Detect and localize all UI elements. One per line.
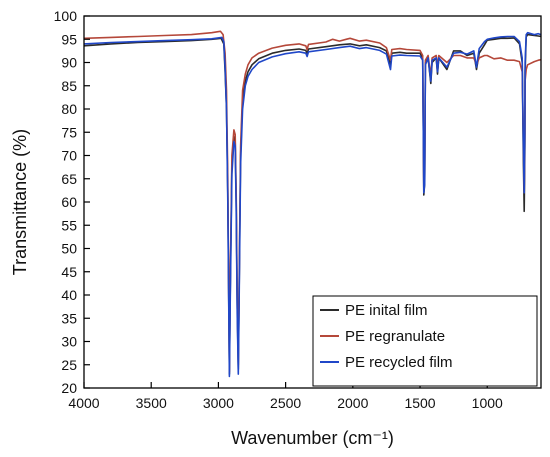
y-tick-label: 35 xyxy=(61,310,77,326)
legend-label: PE inital film xyxy=(345,302,428,319)
y-tick-label: 40 xyxy=(61,287,77,303)
x-tick-label: 3000 xyxy=(203,395,234,411)
axis-ticks: 4000 3500 3000 2500 2000 1500 1000 20 25 30 35 40 45… xyxy=(54,8,503,411)
y-tick-label: 100 xyxy=(54,8,78,24)
legend-label: PE recycled film xyxy=(345,354,453,371)
y-tick-label: 90 xyxy=(61,55,77,71)
x-tick-label: 2500 xyxy=(270,395,301,411)
y-tick-label: 45 xyxy=(61,264,77,280)
y-tick-label: 95 xyxy=(61,31,77,47)
y-tick-label: 25 xyxy=(61,357,77,373)
y-tick-label: 55 xyxy=(61,217,77,233)
y-tick-label: 65 xyxy=(61,171,77,187)
y-tick-label: 85 xyxy=(61,78,77,94)
y-tick-label: 30 xyxy=(61,334,77,350)
x-tick-label: 2000 xyxy=(337,395,368,411)
x-tick-label: 1000 xyxy=(472,395,503,411)
legend-label: PE regranulate xyxy=(345,328,445,345)
legend-box xyxy=(312,295,538,387)
legend: PE inital film PE regranulate PE recycled … xyxy=(312,295,538,387)
y-tick-label: 20 xyxy=(61,380,77,396)
y-tick-label: 80 xyxy=(61,101,77,117)
y-axis-label: Transmittance (%) xyxy=(10,129,30,275)
series-line-2 xyxy=(83,31,542,378)
x-tick-label: 4000 xyxy=(68,395,99,411)
x-tick-label: 3500 xyxy=(136,395,167,411)
y-tick-label: 75 xyxy=(61,124,77,140)
series-layer xyxy=(83,30,542,378)
y-tick-label: 70 xyxy=(61,148,77,164)
y-tick-label: 60 xyxy=(61,194,77,210)
y-tick-label: 50 xyxy=(61,241,77,257)
x-tick-label: 1500 xyxy=(404,395,435,411)
x-axis-label: Wavenumber (cm⁻¹) xyxy=(231,428,394,448)
